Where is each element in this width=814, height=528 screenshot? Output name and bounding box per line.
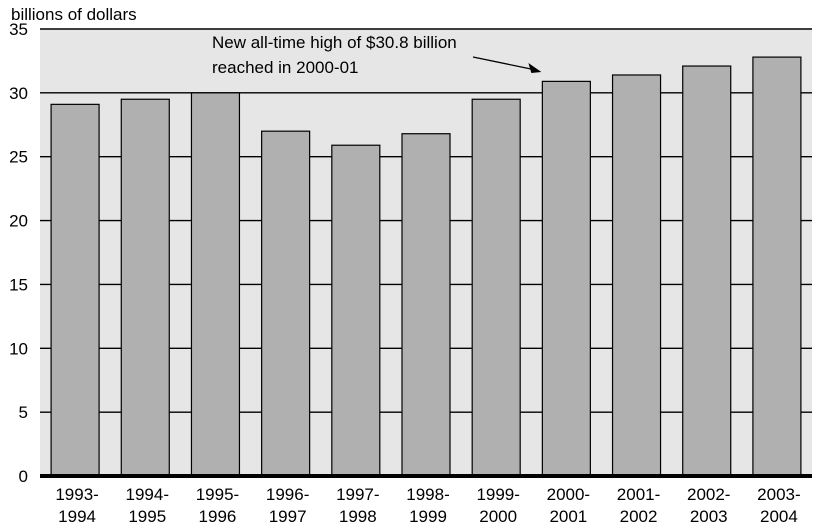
x-tick-label: 2003 (690, 507, 728, 526)
annotation-line-1: New all-time high of $30.8 billion (212, 33, 457, 52)
x-tick-label: 1995- (196, 485, 239, 504)
y-tick-label: 0 (19, 467, 28, 486)
annotation: New all-time high of $30.8 billion reach… (212, 33, 542, 77)
bar (120, 98, 170, 477)
bar (541, 80, 591, 477)
bar (611, 74, 662, 477)
bar (331, 144, 381, 477)
x-tick-label: 1994 (58, 507, 96, 526)
x-tick-labels: 1993- 1994 1994- 1995 1995- 1996 1996- 1997 1997… (55, 485, 800, 526)
x-tick-label: 1996- (266, 485, 309, 504)
y-tick-label: 35 (9, 20, 28, 39)
x-tick-label: 2000- (547, 485, 590, 504)
x-tick-label: 1999- (476, 485, 519, 504)
bar (682, 65, 732, 477)
y-tick-label: 5 (19, 403, 28, 422)
x-tick-label: 1998 (339, 507, 377, 526)
x-tick-label: 2004 (760, 507, 798, 526)
y-tick-label: 30 (9, 84, 28, 103)
x-tick-label: 1994- (126, 485, 169, 504)
y-tick-label: 15 (9, 275, 28, 294)
x-tick-label: 2002- (687, 485, 730, 504)
bar (190, 92, 241, 477)
annotation-line-2: reached in 2000-01 (212, 58, 359, 77)
x-tick-label: 2001 (549, 507, 587, 526)
x-tick-label: 1993- (55, 485, 98, 504)
x-tick-label: 1996 (199, 507, 237, 526)
bar (752, 56, 802, 477)
annotation-arrowhead (528, 63, 542, 73)
bar (50, 103, 100, 477)
annotation-arrow (472, 56, 534, 71)
bar (261, 130, 311, 477)
x-tick-label: 2001- (617, 485, 660, 504)
y-tick-labels: 0 5 10 15 20 25 30 35 (9, 20, 28, 486)
x-tick-label: 2003- (757, 485, 800, 504)
x-tick-label: 1995 (128, 507, 166, 526)
x-tick-label: 1997- (336, 485, 379, 504)
y-axis-label: billions of dollars (11, 5, 137, 24)
bar (471, 98, 521, 477)
bar (401, 133, 451, 477)
y-tick-label: 25 (9, 148, 28, 167)
y-tick-label: 10 (9, 339, 28, 358)
x-tick-label: 1999 (409, 507, 447, 526)
x-tick-label: 2002 (620, 507, 658, 526)
x-tick-label: 1997 (269, 507, 307, 526)
x-tick-label: 2000 (479, 507, 517, 526)
x-tick-label: 1998- (406, 485, 449, 504)
y-tick-label: 20 (9, 212, 28, 231)
